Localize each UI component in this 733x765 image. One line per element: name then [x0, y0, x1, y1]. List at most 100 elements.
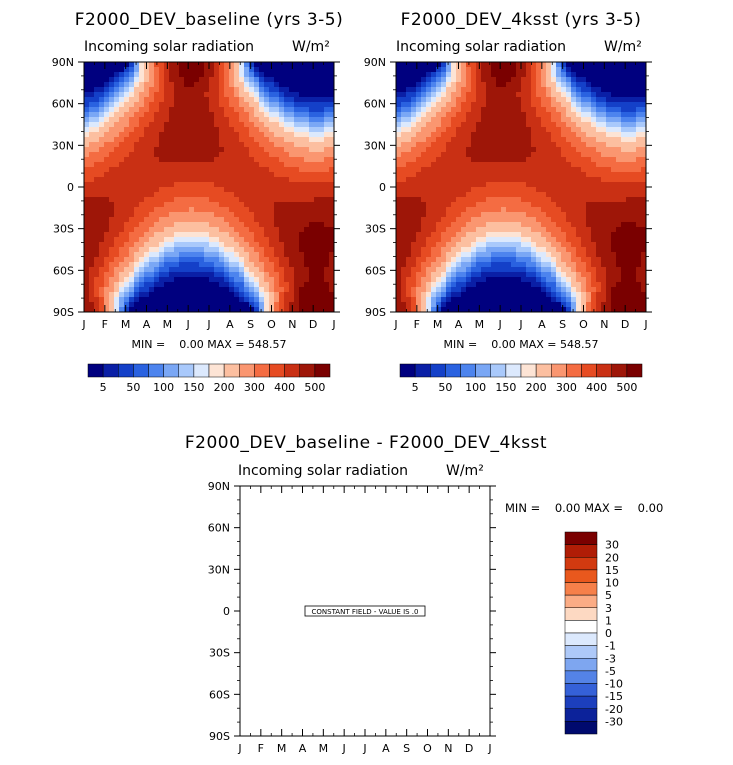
- contour-cell: [304, 132, 310, 138]
- contour-cell: [406, 252, 412, 258]
- contour-cell: [179, 277, 185, 283]
- contour-cell: [284, 297, 290, 303]
- contour-cell: [571, 87, 577, 93]
- contour-cell: [259, 282, 265, 288]
- contour-cell: [471, 187, 477, 193]
- contour-cell: [461, 217, 467, 223]
- contour-cell: [229, 172, 235, 178]
- contour-cell: [229, 62, 235, 68]
- contour-cell: [299, 207, 305, 213]
- contour-cell: [109, 107, 115, 113]
- contour-cell: [104, 72, 110, 78]
- contour-cell: [219, 97, 225, 103]
- contour-cell: [259, 172, 265, 178]
- contour-cell: [294, 92, 300, 98]
- contour-cell: [144, 162, 150, 168]
- contour-cell: [436, 97, 442, 103]
- contour-cell: [84, 82, 90, 88]
- contour-cell: [319, 187, 325, 193]
- contour-cell: [209, 227, 215, 233]
- contour-cell: [319, 137, 325, 143]
- contour-cell: [284, 227, 290, 233]
- contour-cell: [476, 262, 482, 268]
- contour-cell: [149, 202, 155, 208]
- contour-cell: [531, 197, 537, 203]
- contour-cell: [591, 87, 597, 93]
- contour-cell: [626, 137, 632, 143]
- contour-cell: [99, 307, 105, 312]
- contour-cell: [611, 122, 617, 128]
- contour-cell: [476, 237, 482, 243]
- contour-cell: [526, 97, 532, 103]
- contour-cell: [431, 177, 437, 183]
- contour-cell: [431, 272, 437, 278]
- contour-cell: [581, 107, 587, 113]
- contour-cell: [546, 152, 552, 158]
- contour-cell: [626, 67, 632, 73]
- contour-cell: [561, 152, 567, 158]
- contour-cell: [209, 112, 215, 118]
- contour-cell: [431, 142, 437, 148]
- contour-cell: [254, 242, 260, 248]
- contour-cell: [441, 72, 447, 78]
- contour-cell: [299, 197, 305, 203]
- contour-cell: [496, 157, 502, 163]
- contour-cell: [631, 127, 637, 133]
- contour-cell: [491, 252, 497, 258]
- contour-cell: [184, 222, 190, 228]
- contour-cell: [254, 232, 260, 238]
- contour-cell: [124, 172, 130, 178]
- contour-cell: [164, 102, 170, 108]
- contour-cell: [189, 72, 195, 78]
- contour-cell: [94, 212, 100, 218]
- contour-cell: [586, 267, 592, 273]
- contour-cell: [521, 162, 527, 168]
- contour-cell: [476, 82, 482, 88]
- contour-cell: [329, 297, 334, 303]
- contour-cell: [254, 147, 260, 153]
- contour-cell: [446, 132, 452, 138]
- contour-cell: [606, 267, 612, 273]
- contour-cell: [626, 162, 632, 168]
- contour-cell: [466, 272, 472, 278]
- contour-cell: [401, 172, 407, 178]
- contour-cell: [466, 212, 472, 218]
- contour-cell: [601, 117, 607, 123]
- contour-cell: [259, 177, 265, 183]
- contour-cell: [421, 92, 427, 98]
- contour-cell: [451, 72, 457, 78]
- contour-cell: [466, 217, 472, 223]
- contour-cell: [119, 232, 125, 238]
- contour-cell: [99, 72, 105, 78]
- contour-cell: [134, 177, 140, 183]
- contour-cell: [324, 212, 330, 218]
- contour-cell: [229, 247, 235, 253]
- contour-cell: [134, 262, 140, 268]
- contour-cell: [124, 147, 130, 153]
- contour-cell: [421, 157, 427, 163]
- contour-cell: [299, 292, 305, 298]
- contour-cell: [309, 172, 315, 178]
- contour-cell: [556, 257, 562, 263]
- contour-cell: [576, 127, 582, 133]
- contour-cell: [596, 187, 602, 193]
- contour-cell: [139, 197, 145, 203]
- contour-cell: [224, 152, 230, 158]
- contour-cell: [641, 217, 646, 223]
- contour-cell: [234, 97, 240, 103]
- contour-cell: [436, 212, 442, 218]
- contour-cell: [451, 197, 457, 203]
- contour-cell: [556, 287, 562, 293]
- contour-cell: [294, 167, 300, 173]
- contour-cell: [274, 197, 280, 203]
- contour-cell: [476, 132, 482, 138]
- contour-cell: [611, 182, 617, 188]
- contour-cell: [319, 287, 325, 293]
- contour-cell: [329, 92, 334, 98]
- contour-cell: [401, 192, 407, 198]
- contour-cell: [486, 72, 492, 78]
- contour-cell: [546, 67, 552, 73]
- contour-cell: [601, 147, 607, 153]
- contour-cell: [109, 272, 115, 278]
- contour-cell: [571, 112, 577, 118]
